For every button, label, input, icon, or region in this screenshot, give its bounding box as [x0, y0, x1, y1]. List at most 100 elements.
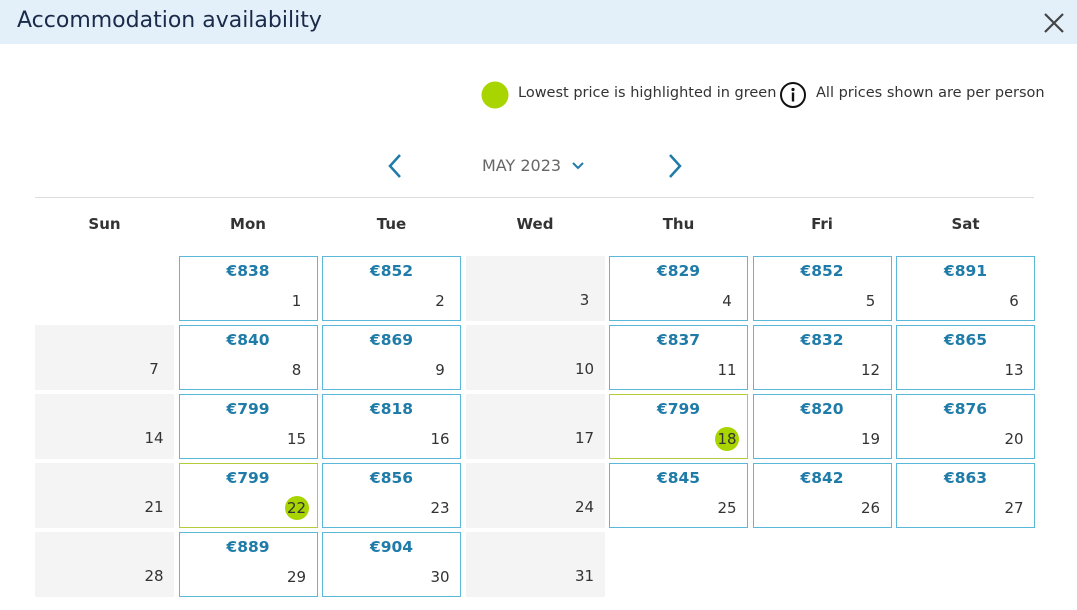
- day-cell[interactable]: €799 18: [609, 394, 748, 459]
- month-label[interactable]: MAY 2023: [482, 156, 562, 175]
- day-cell[interactable]: €904 30: [322, 532, 461, 597]
- close-button[interactable]: [1043, 12, 1065, 34]
- day-cell-unavailable: 28: [35, 532, 174, 597]
- price: €832: [800, 331, 844, 349]
- info-icon: [780, 82, 806, 108]
- day-number: 3: [579, 291, 590, 309]
- weekday-label: Thu: [662, 215, 695, 233]
- price: €837: [656, 331, 701, 349]
- weekday-label: Fri: [811, 215, 833, 233]
- price: €820: [800, 400, 844, 418]
- day-number: 30: [430, 568, 450, 586]
- price: €838: [226, 262, 270, 280]
- day-cell-unavailable: 17: [465, 394, 605, 459]
- price: €840: [226, 331, 270, 349]
- day-number: 4: [722, 292, 732, 310]
- day-number: 2: [435, 292, 445, 310]
- day-number: 29: [286, 568, 307, 586]
- day-cell[interactable]: €852 2: [322, 256, 461, 321]
- day-number: 25: [717, 499, 737, 517]
- month-dropdown[interactable]: [571, 160, 585, 172]
- price: €889: [226, 538, 270, 556]
- divider: [35, 197, 1034, 198]
- price: €799: [226, 469, 270, 487]
- day-cell[interactable]: €818 16: [322, 394, 461, 459]
- day-number: 14: [144, 429, 164, 447]
- day-cell[interactable]: €845 25: [609, 463, 748, 528]
- day-number: 11: [717, 361, 737, 379]
- price: €845: [656, 469, 701, 487]
- price: €856: [369, 469, 414, 487]
- day-cell[interactable]: €869 9: [322, 325, 461, 390]
- weekday-label: Sun: [88, 215, 121, 233]
- day-cell[interactable]: €838 1: [178, 256, 318, 321]
- day-cell[interactable]: €856 23: [322, 463, 461, 528]
- day-cell[interactable]: €842 26: [752, 463, 892, 528]
- day-number: 20: [1004, 430, 1024, 448]
- dialog-title: Accommodation availability: [17, 8, 322, 33]
- day-cell[interactable]: €876 20: [896, 394, 1035, 459]
- day-number: 10: [574, 360, 595, 378]
- day-number: 1: [291, 292, 302, 310]
- day-number: 22: [284, 496, 309, 520]
- price: €852: [369, 262, 414, 280]
- green-dot: [481, 81, 509, 109]
- day-cell[interactable]: €863 27: [896, 463, 1035, 528]
- day-number: 13: [1004, 361, 1024, 379]
- day-number: 31: [574, 567, 595, 585]
- day-number: 27: [1004, 499, 1024, 517]
- day-number: 15: [286, 430, 307, 448]
- day-cell-unavailable: 14: [35, 394, 174, 459]
- price: €829: [656, 262, 701, 280]
- price: €852: [800, 262, 844, 280]
- day-number: 8: [291, 361, 302, 379]
- price: €818: [369, 400, 414, 418]
- day-cell-unavailable: 10: [465, 325, 605, 390]
- day-cell[interactable]: €799 22: [178, 463, 318, 528]
- day-cell[interactable]: €891 6: [896, 256, 1035, 321]
- day-number: 16: [430, 430, 450, 448]
- day-number: 17: [574, 429, 595, 447]
- next-month[interactable]: [663, 152, 685, 180]
- price: €891: [943, 262, 988, 280]
- price: €876: [943, 400, 988, 418]
- day-cell[interactable]: €799 15: [178, 394, 318, 459]
- day-number: 5: [865, 292, 876, 310]
- weekday-label: Sat: [951, 215, 980, 233]
- day-number: 26: [860, 499, 881, 517]
- day-cell-unavailable: 7: [35, 325, 174, 390]
- day-number: 6: [1009, 292, 1019, 310]
- price: €865: [943, 331, 988, 349]
- day-cell[interactable]: €832 12: [752, 325, 892, 390]
- day-number: 19: [860, 430, 881, 448]
- day-number: 23: [430, 499, 450, 517]
- day-number: 28: [144, 567, 164, 585]
- prev-month[interactable]: [385, 152, 407, 180]
- day-cell[interactable]: €889 29: [178, 532, 318, 597]
- day-number: 9: [435, 361, 445, 379]
- weekday-label: Tue: [376, 215, 407, 233]
- price: €842: [800, 469, 844, 487]
- day-cell-unavailable: 3: [465, 256, 605, 321]
- weekday-label: Wed: [516, 215, 554, 233]
- day-cell[interactable]: €865 13: [896, 325, 1035, 390]
- day-cell-unavailable: 21: [35, 463, 174, 528]
- day-number: 18: [715, 427, 739, 451]
- price: €863: [943, 469, 988, 487]
- price: €799: [226, 400, 270, 418]
- day-cell[interactable]: €820 19: [752, 394, 892, 459]
- price: €799: [656, 400, 701, 418]
- day-cell[interactable]: €829 4: [609, 256, 748, 321]
- day-cell[interactable]: €840 8: [178, 325, 318, 390]
- day-cell[interactable]: €852 5: [752, 256, 892, 321]
- day-cell-unavailable: 24: [465, 463, 605, 528]
- day-number: 24: [574, 498, 595, 516]
- day-number: 7: [149, 360, 159, 378]
- day-number: 21: [144, 498, 164, 516]
- weekday-label: Mon: [230, 215, 266, 233]
- day-number: 12: [860, 361, 881, 379]
- header-bar: [0, 0, 1077, 44]
- day-cell-unavailable: 31: [465, 532, 605, 597]
- day-cell[interactable]: €837 11: [609, 325, 748, 390]
